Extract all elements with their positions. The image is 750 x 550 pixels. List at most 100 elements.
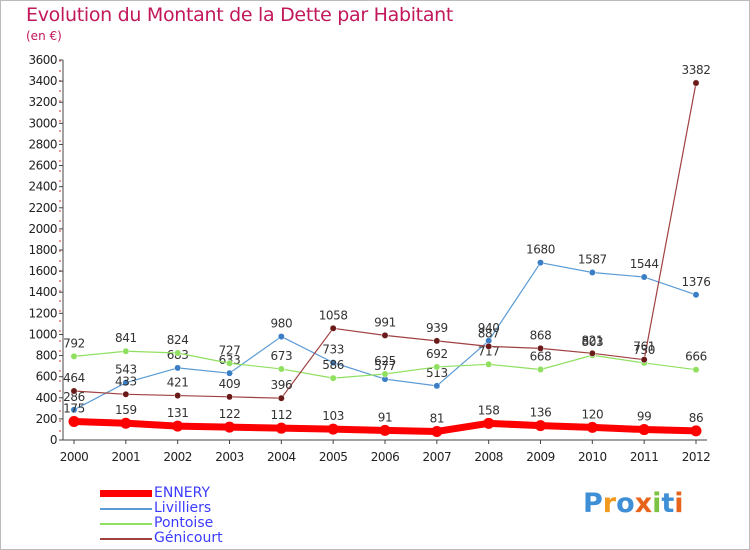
- data-point: [329, 374, 337, 382]
- x-tick-label: 2006: [371, 450, 400, 464]
- legend-swatch-pontoise: [100, 523, 152, 525]
- data-label: 103: [322, 409, 344, 423]
- data-point: [277, 333, 285, 341]
- data-point: [537, 259, 544, 267]
- data-label: 543: [115, 363, 137, 377]
- data-point: [638, 424, 650, 436]
- data-point: [329, 324, 337, 332]
- data-point: [174, 364, 182, 372]
- data-label: 668: [530, 349, 552, 363]
- data-label: 120: [581, 407, 603, 421]
- x-tick-label: 2001: [112, 450, 141, 464]
- data-point: [692, 79, 700, 87]
- logo-letter: r: [602, 488, 617, 519]
- data-point: [535, 420, 546, 432]
- data-label: 421: [167, 376, 189, 390]
- data-label: 464: [63, 371, 85, 385]
- data-point: [277, 365, 285, 373]
- data-label: 91: [378, 410, 392, 424]
- data-label: 433: [115, 374, 137, 388]
- data-label: 841: [115, 331, 137, 345]
- data-point: [70, 352, 78, 360]
- y-tick-label: 3000: [28, 116, 57, 130]
- y-tick-label: 2000: [28, 222, 57, 236]
- y-tick-label: 3400: [28, 74, 57, 88]
- data-label: 939: [426, 321, 448, 335]
- logo-letter: P: [583, 488, 603, 519]
- data-point: [275, 422, 287, 434]
- data-label: 803: [581, 335, 603, 349]
- y-tick-label: 1800: [28, 243, 57, 257]
- legend-label-genicourt: Génicourt: [154, 530, 223, 546]
- data-label: 940: [478, 321, 500, 335]
- legend-swatch-livilliers: [100, 508, 152, 510]
- data-point: [277, 394, 285, 402]
- data-point: [174, 349, 182, 357]
- x-tick-label: 2005: [319, 450, 348, 464]
- legend-swatch-ennery: [100, 490, 152, 497]
- y-tick-label: 3200: [28, 95, 57, 109]
- data-point: [537, 344, 544, 352]
- data-point: [70, 387, 78, 395]
- data-label: 586: [322, 358, 344, 372]
- data-label: 159: [115, 403, 137, 417]
- data-label: 577: [374, 359, 396, 373]
- x-tick-label: 2007: [423, 450, 452, 464]
- data-point: [431, 425, 443, 437]
- data-point: [485, 342, 493, 350]
- data-point: [586, 421, 598, 433]
- data-point: [692, 291, 700, 299]
- data-point: [327, 423, 339, 435]
- legend-label-livilliers: Livilliers: [154, 500, 212, 516]
- data-point: [226, 359, 233, 367]
- data-point: [172, 420, 184, 432]
- data-label: 824: [167, 333, 189, 347]
- y-tick-label: 800: [36, 349, 57, 363]
- data-point: [433, 363, 441, 371]
- y-tick-label: 600: [36, 370, 57, 384]
- data-label: 673: [270, 349, 292, 363]
- data-point: [588, 349, 596, 357]
- data-label: 887: [478, 326, 500, 340]
- data-label: 81: [430, 411, 444, 425]
- y-tick-label: 2200: [28, 201, 57, 215]
- data-label: 733: [322, 343, 344, 357]
- x-tick-label: 2012: [682, 450, 711, 464]
- data-point: [329, 359, 337, 367]
- data-point: [433, 382, 441, 390]
- x-tick-label: 2011: [630, 450, 659, 464]
- proxiti-logo: Proxiti: [583, 488, 684, 519]
- data-point: [68, 416, 80, 428]
- data-label: 980: [270, 317, 292, 331]
- data-label: 717: [478, 344, 500, 358]
- data-label: 730: [633, 343, 655, 357]
- data-label: 99: [637, 410, 651, 424]
- data-label: 112: [270, 408, 292, 422]
- data-point: [381, 370, 389, 378]
- legend-swatch-genicourt: [100, 538, 152, 540]
- data-label: 396: [270, 378, 292, 392]
- legend-label-ennery: ENNERY: [154, 485, 211, 501]
- data-point: [537, 366, 544, 373]
- data-label: 136: [530, 406, 552, 420]
- y-tick-label: 1400: [28, 285, 57, 299]
- data-point: [640, 356, 648, 364]
- x-tick-label: 2003: [215, 450, 244, 464]
- data-label: 409: [219, 377, 241, 391]
- y-tick-label: 3600: [28, 53, 57, 67]
- data-label: 1544: [630, 257, 659, 271]
- data-label: 1587: [578, 252, 607, 266]
- data-label: 761: [633, 340, 655, 354]
- x-tick-label: 2000: [60, 450, 89, 464]
- data-point: [381, 331, 389, 339]
- data-label: 625: [374, 354, 396, 368]
- data-point: [120, 417, 132, 429]
- data-label: 513: [426, 366, 448, 380]
- data-label: 86: [689, 411, 703, 425]
- logo-letter: i: [652, 488, 662, 519]
- x-tick-label: 2004: [267, 450, 296, 464]
- data-label: 666: [685, 350, 707, 364]
- data-label: 131: [167, 406, 189, 420]
- x-tick-label: 2002: [163, 450, 192, 464]
- data-point: [485, 360, 493, 368]
